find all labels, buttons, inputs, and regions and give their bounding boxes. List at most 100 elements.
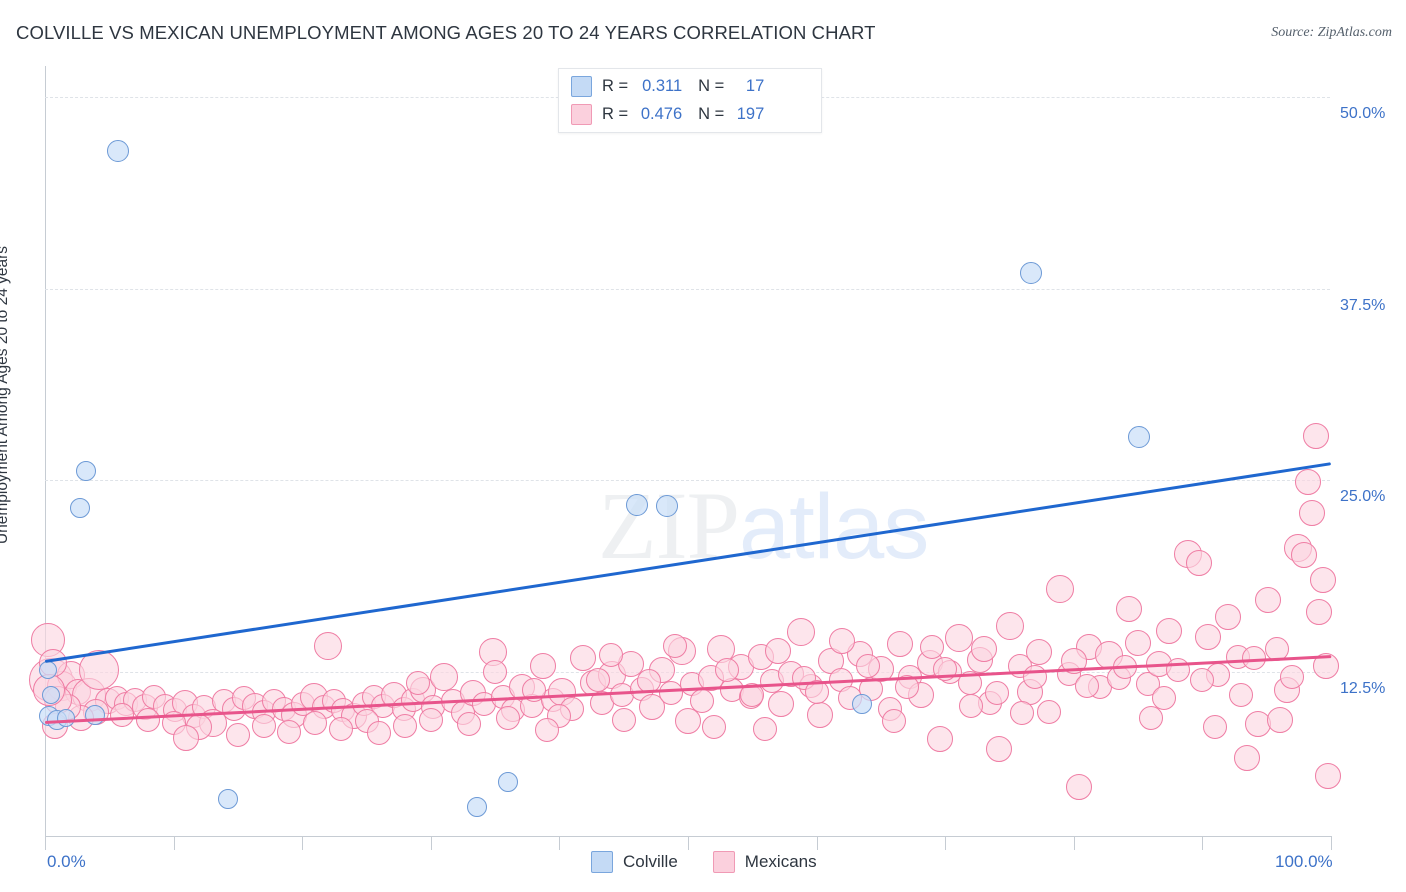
scatter-point-blue[interactable] [656,495,679,518]
scatter-point-pink[interactable] [328,716,353,741]
scatter-point-pink[interactable] [791,666,816,691]
scatter-point-pink[interactable] [367,721,392,746]
scatter-point-pink[interactable] [534,718,559,743]
scatter-point-pink[interactable] [569,645,596,672]
scatter-point-pink[interactable] [1302,422,1329,449]
scatter-point-pink[interactable] [1315,763,1342,790]
scatter-point-blue[interactable] [42,686,61,704]
scatter-point-pink[interactable] [529,652,556,679]
scatter-point-pink[interactable] [927,726,954,753]
legend-swatch-colville [591,851,613,873]
scatter-point-blue[interactable] [76,461,97,482]
scatter-point-pink[interactable] [1138,706,1163,730]
scatter-point-pink[interactable] [787,618,816,647]
scatter-point-pink[interactable] [1125,629,1152,656]
scatter-point-pink[interactable] [807,701,834,728]
scatter-point-pink[interactable] [1023,664,1048,689]
scatter-point-pink[interactable] [585,667,610,692]
scatter-point-pink[interactable] [1026,639,1053,666]
scatter-point-pink[interactable] [995,612,1024,640]
scatter-point-pink[interactable] [135,707,160,732]
scatter-point-pink[interactable] [1203,715,1228,740]
scatter-point-pink[interactable] [970,636,997,662]
scatter-point-pink[interactable] [659,681,684,706]
scatter-point-pink[interactable] [598,643,623,668]
scatter-point-blue[interactable] [1128,426,1151,449]
scatter-point-pink[interactable] [984,681,1009,706]
scatter-point-pink[interactable] [1244,711,1271,738]
scatter-point-pink[interactable] [225,722,250,747]
scatter-point-pink[interactable] [1074,673,1099,698]
scatter-point-blue[interactable] [107,139,130,162]
legend-item-colville[interactable]: Colville [591,851,678,873]
scatter-point-pink[interactable] [1228,683,1253,707]
scatter-point-pink[interactable] [1306,599,1333,626]
legend-label-mexicans: Mexicans [744,852,817,871]
scatter-point-pink[interactable] [920,635,945,660]
scatter-point-blue[interactable] [497,772,518,793]
scatter-point-blue[interactable] [85,704,106,725]
scatter-point-pink[interactable] [429,662,458,691]
scatter-point-pink[interactable] [765,637,792,664]
scatter-point-pink[interactable] [1290,542,1317,569]
scatter-point-pink[interactable] [1254,586,1281,613]
scatter-point-pink[interactable] [1194,623,1221,650]
y-axis-tick-label: 12.5% [1340,680,1386,697]
stats-row-mexicans: R = 0.476 N = 197 [571,101,764,127]
scatter-point-pink[interactable] [1155,617,1182,644]
scatter-point-pink[interactable] [887,631,914,658]
scatter-point-pink[interactable] [277,719,302,744]
scatter-point-pink[interactable] [1266,706,1293,733]
scatter-point-pink[interactable] [495,706,520,730]
scatter-point-pink[interactable] [1234,744,1261,771]
scatter-point-pink[interactable] [1045,575,1074,604]
scatter-point-pink[interactable] [1136,672,1161,697]
scatter-point-pink[interactable] [714,658,739,683]
scatter-point-pink[interactable] [945,624,974,653]
legend-item-mexicans[interactable]: Mexicans [712,851,817,873]
scatter-point-pink[interactable] [1280,664,1305,689]
scatter-point-pink[interactable] [675,708,701,735]
scatter-point-pink[interactable] [457,712,482,737]
scatter-point-blue[interactable] [217,789,238,810]
scatter-point-blue[interactable] [69,497,90,518]
scatter-point-pink[interactable] [1215,603,1242,630]
scatter-point-pink[interactable] [405,670,430,695]
scatter-point-pink[interactable] [313,631,342,660]
scatter-point-pink[interactable] [1037,699,1062,724]
x-axis-tick [1331,836,1332,850]
scatter-point-pink[interactable] [1010,701,1035,726]
scatter-point-blue[interactable] [625,493,648,516]
scatter-point-pink[interactable] [393,713,418,738]
scatter-point-pink[interactable] [251,713,276,738]
scatter-point-pink[interactable] [986,735,1013,762]
scatter-point-pink[interactable] [829,628,856,655]
scatter-point-blue[interactable] [467,796,488,817]
scatter-point-blue[interactable] [56,709,75,727]
scatter-point-pink[interactable] [611,707,636,732]
scatter-point-pink[interactable] [1190,667,1215,692]
scatter-point-pink[interactable] [958,693,983,718]
scatter-point-pink[interactable] [303,710,328,735]
scatter-point-pink[interactable] [753,716,778,741]
scatter-point-pink[interactable] [767,691,794,718]
scatter-point-pink[interactable] [663,633,688,658]
scatter-point-pink[interactable] [110,702,135,727]
scatter-point-pink[interactable] [1065,774,1092,800]
watermark-atlas: atlas [739,476,929,578]
scatter-point-pink[interactable] [1310,567,1337,593]
gridline-y [45,480,1330,482]
scatter-point-pink[interactable] [483,660,508,684]
scatter-point-pink[interactable] [1185,550,1212,577]
scatter-point-pink[interactable] [881,709,906,734]
scatter-point-pink[interactable] [856,653,881,678]
scatter-point-pink[interactable] [1116,596,1143,623]
scatter-point-pink[interactable] [1298,499,1325,526]
scatter-point-pink[interactable] [701,715,726,740]
scatter-point-blue[interactable] [38,661,57,680]
scatter-point-pink[interactable] [173,724,200,751]
scatter-point-pink[interactable] [418,707,443,732]
scatter-point-pink[interactable] [1294,468,1321,495]
scatter-point-blue[interactable] [851,694,872,715]
scatter-point-blue[interactable] [1020,262,1043,285]
